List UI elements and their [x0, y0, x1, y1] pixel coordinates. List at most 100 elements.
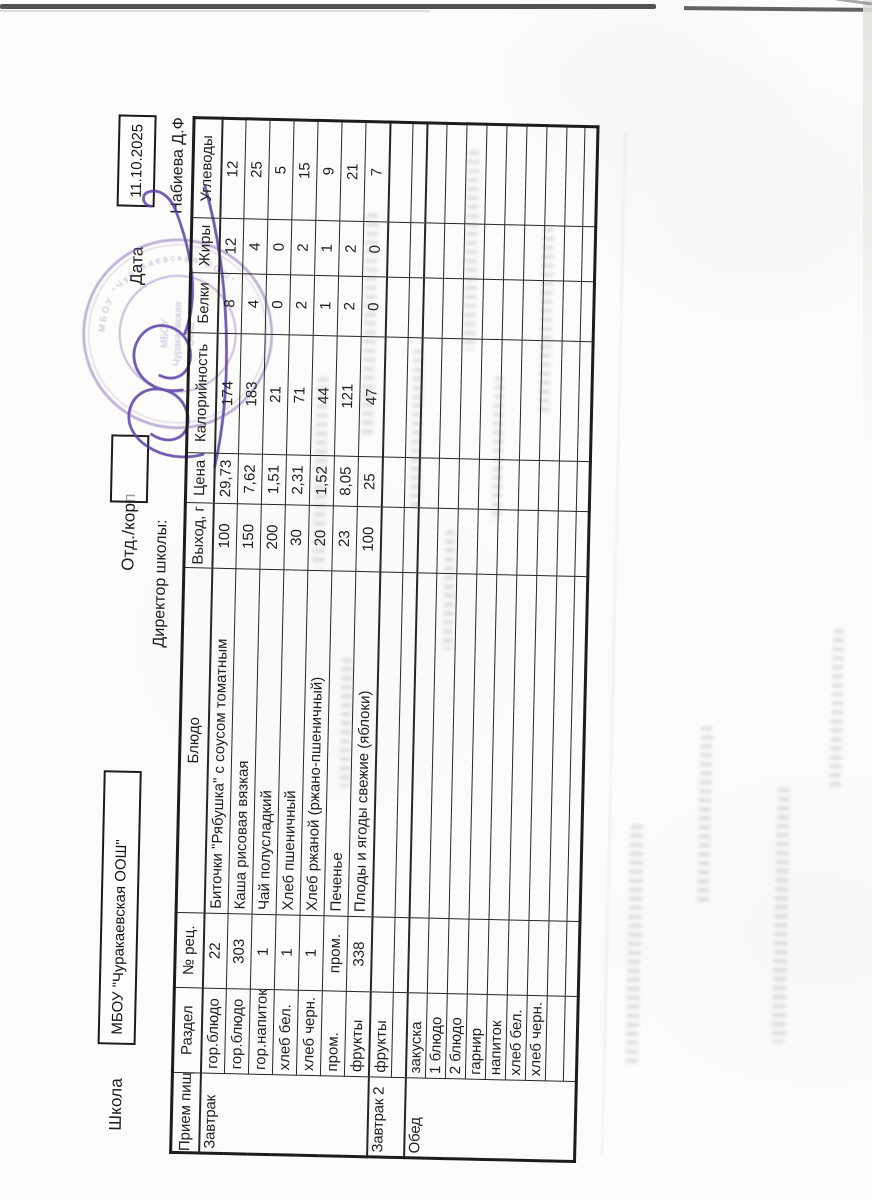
cell-carbs: 15: [291, 119, 319, 221]
cell-rec: [370, 916, 396, 993]
cell-carbs: [544, 125, 568, 227]
ghost-smudge: [625, 824, 644, 1065]
cell-out: 100: [211, 503, 238, 569]
cell-out: 23: [331, 505, 358, 572]
cell-price: [518, 460, 540, 511]
cell-rec: 303: [226, 913, 253, 990]
header-cell: Прием пищи: [170, 1072, 201, 1153]
cell-protein: 2: [337, 275, 363, 337]
cell-razdel: 2 блюдо: [445, 993, 468, 1080]
dept-label: Отд./корп: [118, 493, 140, 571]
svg-text:ООШ: ООШ: [185, 322, 197, 347]
scan-edge-artifact: [683, 6, 872, 12]
school-name-box: МБОУ "Чуракаевская ООШ": [97, 770, 142, 1046]
cell-carbs: 5: [267, 119, 295, 220]
meal-cell: Завтрак: [198, 1073, 369, 1157]
cell-out: [379, 506, 405, 573]
cell-out: [536, 510, 559, 576]
cell-carbs: [582, 126, 599, 227]
cell-kcal: 121: [334, 335, 362, 457]
cell-razdel: гор.блюдо: [224, 988, 251, 1075]
cell-fat: [409, 222, 425, 278]
cell-razdel: пром.: [320, 990, 347, 1077]
cell-carbs: [424, 122, 448, 224]
cell-protein: [562, 281, 582, 342]
cell-protein: 0: [265, 274, 291, 335]
cell-razdel: гор.напиток: [248, 989, 275, 1075]
cell-razdel: закуска: [405, 992, 428, 1079]
cell-fat: 1: [314, 220, 340, 276]
cell-out: [574, 511, 590, 577]
cell-price: [538, 460, 560, 511]
cell-fat: [483, 224, 505, 280]
cell-kcal: [577, 341, 594, 462]
cell-out: 100: [355, 506, 382, 572]
cell-razdel: хлеб бел.: [272, 989, 299, 1076]
cell-fat: 2: [338, 220, 364, 277]
cell-protein: [482, 279, 504, 340]
signature: [127, 184, 228, 469]
cell-kcal: [459, 338, 483, 460]
cell-out: 30: [283, 504, 310, 571]
header-cell: Жиры: [190, 217, 220, 274]
cell-carbs: [444, 123, 468, 224]
cell-price: 2,31: [285, 454, 311, 506]
cell-rec: [447, 918, 469, 995]
cell-kcal: [439, 338, 463, 459]
cell-fat: 4: [242, 218, 268, 275]
cell-fat: [386, 222, 411, 278]
cell-protein: [442, 278, 464, 339]
cell-protein: [385, 277, 410, 338]
cell-price: [438, 458, 460, 509]
scan-edge-artifact: [0, 10, 430, 12]
ghost-smudge: [696, 725, 713, 907]
cell-rec: [487, 919, 509, 995]
cell-rec: [507, 919, 529, 996]
meal-cell: Завтрак 2: [366, 1076, 406, 1158]
cell-out: 150: [235, 503, 262, 570]
cell-rec: 1: [298, 915, 325, 991]
menu-table-body: Прием пищи Раздел № рец. Блюдо Выход, г Цена К…: [170, 117, 599, 1162]
cell-razdel: гарнир: [465, 994, 488, 1080]
cell-rec: [467, 919, 489, 995]
cell-kcal: 183: [238, 333, 266, 455]
cell-fat: [503, 224, 525, 281]
cell-price: [558, 461, 578, 512]
meal-cell: Обед: [403, 1077, 577, 1162]
cell-price: 8,05: [333, 455, 359, 507]
cell-razdel: [563, 996, 579, 1082]
cell-kcal: 174: [214, 333, 242, 454]
cell-out: 200: [259, 504, 286, 570]
cell-fat: 0: [266, 219, 292, 275]
cell-carbs: [484, 124, 508, 225]
school-label: Школа: [105, 1077, 126, 1131]
scan-edge-artifact: [835, 0, 872, 6]
cell-rec: 1: [250, 914, 277, 990]
cell-razdel: хлеб черн.: [525, 995, 548, 1081]
cell-carbs: 25: [243, 118, 271, 220]
header-cell: Выход, г: [183, 502, 214, 569]
cell-rec: [427, 918, 449, 994]
cell-fat: [443, 223, 465, 279]
scan-edge-artifact: [0, 4, 656, 9]
cell-carbs: 21: [339, 120, 367, 222]
scan-edge-artifact: [863, 0, 872, 470]
cell-protein: 1: [313, 275, 339, 336]
cell-rec: 22: [202, 913, 229, 989]
cell-protein: 8: [217, 273, 243, 334]
cell-rec: пром.: [322, 915, 349, 992]
cell-price: [576, 461, 591, 512]
cell-fat: [563, 226, 583, 282]
cell-protein: 2: [289, 274, 315, 336]
cell-carbs: [504, 124, 528, 226]
header-cell: Цена: [185, 452, 215, 504]
cell-fat: 2: [290, 219, 316, 276]
cell-razdel: напиток: [485, 994, 508, 1080]
cell-razdel: фрукты: [344, 991, 371, 1077]
cell-price: 1,51: [261, 454, 287, 505]
cell-carbs: 9: [315, 120, 343, 221]
menu-table: Прием пищи Раздел № рец. Блюдо Выход, г Цена К…: [169, 116, 600, 1164]
cell-price: [458, 458, 480, 510]
cell-price: 25: [357, 456, 383, 507]
